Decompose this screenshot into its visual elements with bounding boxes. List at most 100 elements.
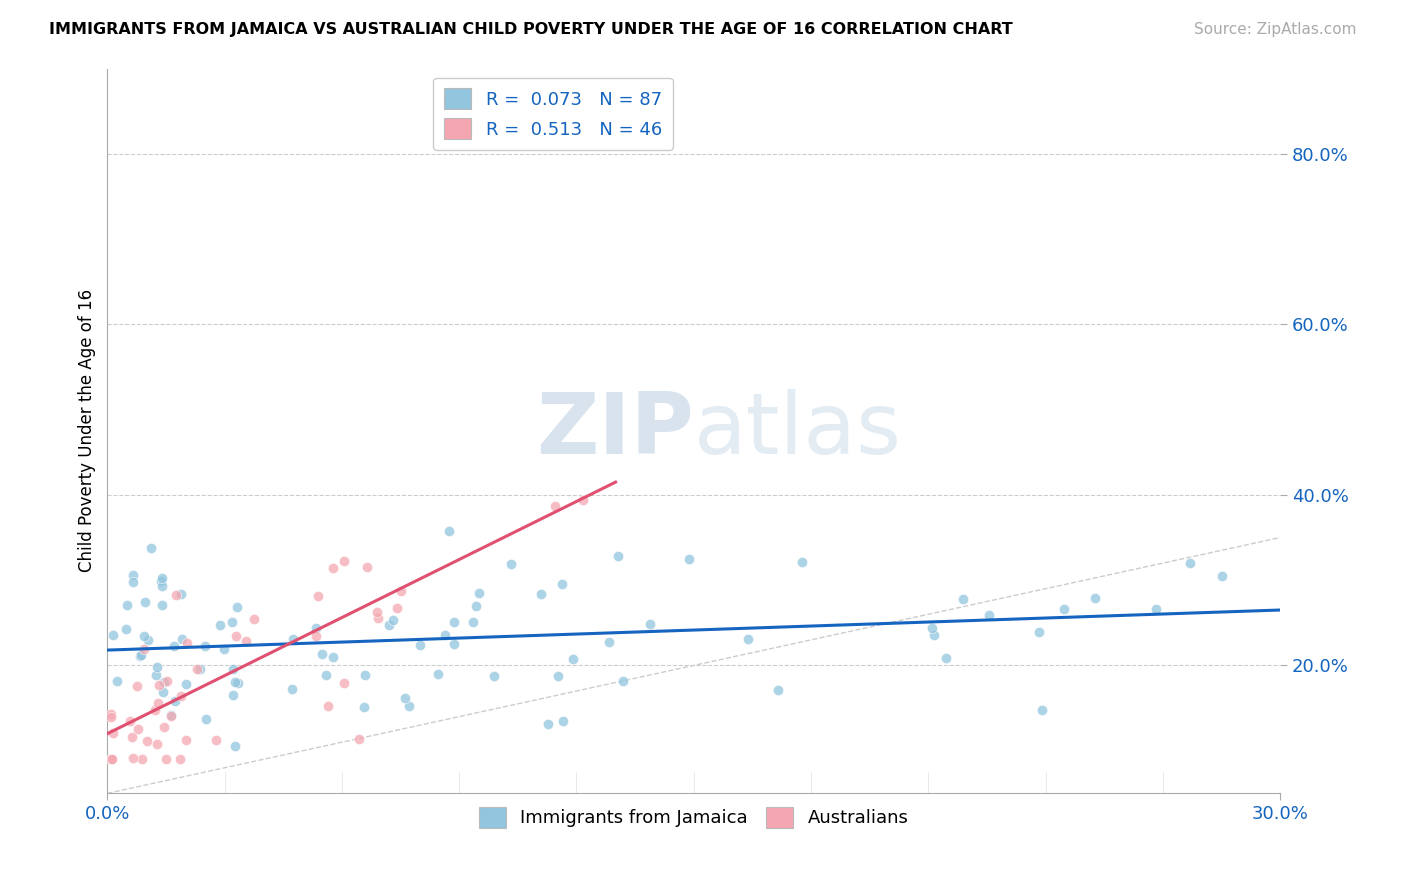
Australians [186,662,208,676]
Immigrants from Jamaica [170,632,193,647]
Immigrants from Jamaica [553,714,575,728]
Immigrants from Jamaica [226,599,249,614]
Australians [316,698,339,713]
Immigrants from Jamaica [129,649,152,664]
Australians [176,636,198,650]
Australians [155,752,177,766]
Immigrants from Jamaica [311,647,333,661]
Text: atlas: atlas [693,390,901,473]
Immigrants from Jamaica [354,667,377,681]
Immigrants from Jamaica [547,669,569,683]
Immigrants from Jamaica [921,621,943,635]
Australians [100,752,122,766]
Text: IMMIGRANTS FROM JAMAICA VS AUSTRALIAN CHILD POVERTY UNDER THE AGE OF 16 CORRELAT: IMMIGRANTS FROM JAMAICA VS AUSTRALIAN CH… [49,22,1012,37]
Australians [101,752,124,766]
Australians [103,726,125,740]
Australians [132,642,155,657]
Immigrants from Jamaica [1031,703,1053,717]
Immigrants from Jamaica [194,640,217,654]
Immigrants from Jamaica [194,712,217,726]
Immigrants from Jamaica [467,586,489,600]
Immigrants from Jamaica [150,571,173,585]
Australians [100,709,122,723]
Australians [322,561,344,575]
Immigrants from Jamaica [221,615,243,629]
Australians [122,751,145,765]
Australians [100,706,122,721]
Australians [131,752,153,766]
Immigrants from Jamaica [163,639,186,653]
Immigrants from Jamaica [103,628,125,642]
Australians [367,611,389,625]
Immigrants from Jamaica [165,693,187,707]
Australians [121,730,143,744]
Immigrants from Jamaica [150,578,173,592]
Australians [305,628,328,642]
Immigrants from Jamaica [188,662,211,676]
Y-axis label: Child Poverty Under the Age of 16: Child Poverty Under the Age of 16 [79,289,96,573]
Australians [170,689,193,703]
Immigrants from Jamaica [170,587,193,601]
Immigrants from Jamaica [315,667,337,681]
Immigrants from Jamaica [283,632,305,646]
Immigrants from Jamaica [224,739,246,754]
Australians [243,611,266,625]
Australians [160,709,183,723]
Immigrants from Jamaica [598,635,620,649]
Immigrants from Jamaica [141,541,163,555]
Australians [571,492,593,507]
Immigrants from Jamaica [224,675,246,690]
Immigrants from Jamaica [322,649,344,664]
Immigrants from Jamaica [105,674,128,689]
Immigrants from Jamaica [132,629,155,643]
Australians [153,720,176,734]
Immigrants from Jamaica [138,633,160,648]
Immigrants from Jamaica [1028,624,1050,639]
Australians [333,554,356,568]
Immigrants from Jamaica [922,628,945,642]
Immigrants from Jamaica [152,685,174,699]
Immigrants from Jamaica [174,677,197,691]
Immigrants from Jamaica [353,700,375,714]
Immigrants from Jamaica [212,642,235,657]
Immigrants from Jamaica [443,615,465,629]
Immigrants from Jamaica [209,617,232,632]
Immigrants from Jamaica [115,622,138,636]
Immigrants from Jamaica [1053,602,1076,616]
Immigrants from Jamaica [530,587,553,601]
Immigrants from Jamaica [792,555,814,569]
Immigrants from Jamaica [935,651,957,665]
Australians [169,752,191,766]
Immigrants from Jamaica [398,698,420,713]
Immigrants from Jamaica [152,675,174,690]
Australians [544,499,567,513]
Australians [225,629,247,643]
Immigrants from Jamaica [222,688,245,702]
Immigrants from Jamaica [378,617,401,632]
Immigrants from Jamaica [638,616,661,631]
Australians [127,679,149,693]
Immigrants from Jamaica [426,667,449,681]
Australians [366,605,388,619]
Immigrants from Jamaica [537,717,560,731]
Immigrants from Jamaica [977,607,1000,622]
Immigrants from Jamaica [952,591,974,606]
Australians [165,588,187,602]
Immigrants from Jamaica [766,683,789,698]
Immigrants from Jamaica [226,676,249,690]
Immigrants from Jamaica [1084,591,1107,605]
Australians [118,714,141,728]
Australians [146,696,169,710]
Australians [332,676,354,690]
Australians [146,737,169,751]
Text: ZIP: ZIP [536,390,693,473]
Immigrants from Jamaica [551,577,574,591]
Immigrants from Jamaica [443,637,465,651]
Australians [235,633,257,648]
Immigrants from Jamaica [394,691,416,706]
Australians [356,560,378,574]
Immigrants from Jamaica [305,621,328,635]
Australians [143,703,166,717]
Australians [387,600,409,615]
Australians [156,674,179,689]
